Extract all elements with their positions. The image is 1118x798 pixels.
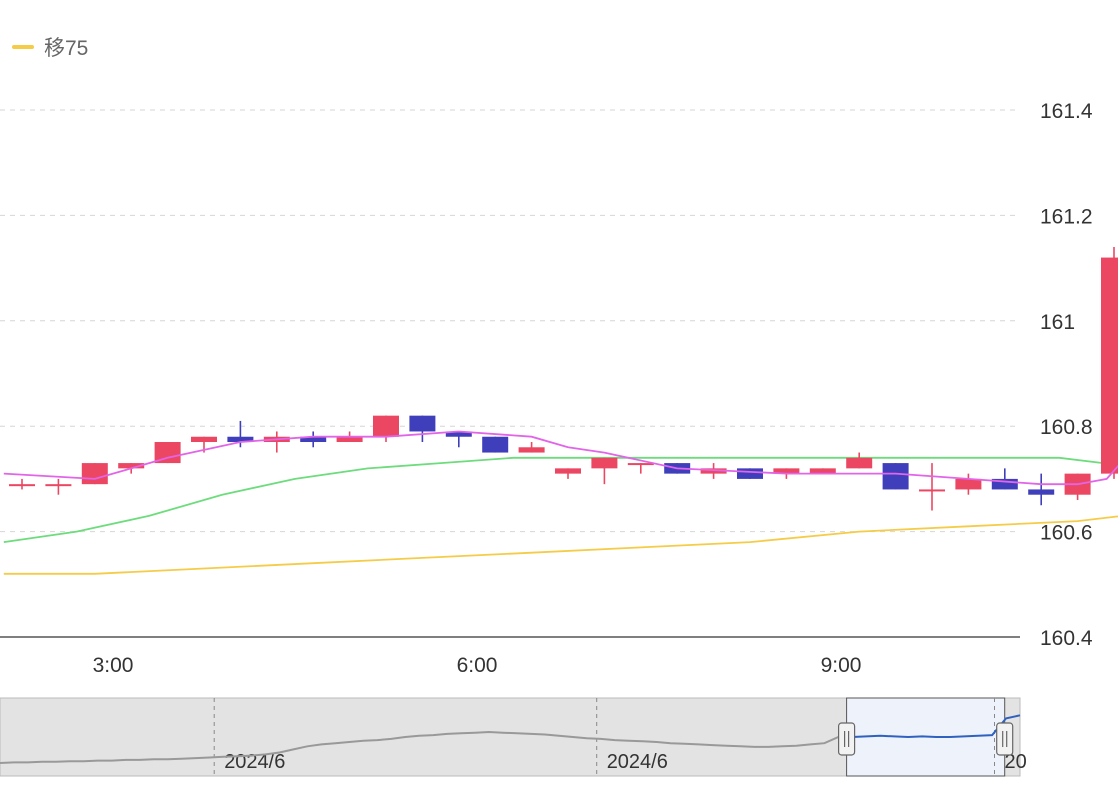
candle-body [809, 468, 836, 474]
navigator-date-label: 2024/6 [607, 751, 668, 773]
legend-swatch [12, 45, 34, 49]
ma-mid-line [3, 456, 1118, 543]
candle-body [45, 484, 72, 487]
legend-label: 移75 [44, 37, 89, 60]
x-tick-label: 6:00 [457, 654, 498, 677]
y-tick-label: 160.8 [1040, 416, 1093, 439]
candle [955, 473, 982, 495]
candle-body [154, 442, 181, 464]
navigator-date-label: 20 [1005, 751, 1027, 773]
candle [627, 463, 654, 474]
navigator-handle[interactable] [996, 722, 1014, 756]
navigator-line [0, 730, 853, 764]
candle [300, 431, 327, 448]
candle-body [955, 478, 982, 490]
candle-body [919, 489, 945, 492]
candle-body [1101, 257, 1118, 474]
candle [737, 468, 763, 479]
candle [9, 478, 35, 490]
candle [1064, 473, 1091, 500]
candle-body [445, 431, 472, 437]
navigator-selected-line [852, 714, 1021, 739]
candle [1101, 247, 1118, 479]
candle-body [627, 463, 654, 466]
candle [373, 415, 399, 443]
candle-body [409, 415, 436, 432]
candle-body [482, 436, 509, 453]
y-tick-label: 160.6 [1040, 522, 1093, 545]
candle-body [336, 436, 363, 443]
candle [846, 452, 873, 469]
candle-body [118, 463, 145, 469]
candle-body [555, 468, 581, 474]
candle [154, 442, 181, 464]
candle [1028, 473, 1055, 506]
navigator-date-label: 2024/6 [224, 751, 285, 773]
candle-body [81, 463, 108, 485]
candle [882, 463, 909, 490]
y-tick-label: 161 [1040, 311, 1075, 334]
x-tick-label: 3:00 [93, 654, 134, 677]
candle-body [373, 415, 399, 437]
candle [45, 478, 72, 495]
navigator-handle[interactable] [837, 722, 856, 756]
ma-short-line [3, 430, 1118, 486]
candle [81, 463, 108, 485]
candle-body [518, 447, 545, 453]
candle [919, 463, 945, 511]
candle [555, 468, 581, 479]
candle-body [300, 436, 327, 443]
y-tick-label: 160.4 [1040, 627, 1093, 650]
y-tick-label: 161.2 [1040, 205, 1093, 228]
candle-body [1028, 489, 1055, 495]
candle-body [773, 468, 800, 474]
legend[interactable]: 移75 [12, 33, 88, 61]
candle-body [227, 436, 254, 443]
candle [482, 436, 509, 453]
candle [518, 442, 545, 453]
navigator-handle-body [996, 722, 1014, 756]
x-tick-label: 9:00 [821, 654, 862, 677]
candle [445, 431, 472, 448]
candle-body [991, 478, 1018, 490]
candle-body [846, 457, 873, 469]
candle-body [9, 484, 35, 487]
ma-long-line [3, 515, 1118, 575]
y-tick-label: 161.4 [1040, 100, 1093, 123]
candle-body [737, 468, 763, 479]
candle [591, 457, 618, 485]
navigator-handle-body [837, 722, 856, 756]
candle [263, 431, 290, 453]
candle-body [591, 457, 618, 469]
candle-body [882, 463, 909, 490]
navigator: 2024/6 2024/6 20 [0, 697, 1027, 777]
candle [409, 415, 436, 443]
candle [991, 468, 1018, 490]
candle-body [191, 436, 217, 443]
